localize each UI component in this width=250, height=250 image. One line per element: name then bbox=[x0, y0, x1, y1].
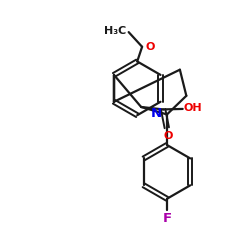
Text: O: O bbox=[145, 42, 154, 52]
Text: OH: OH bbox=[184, 104, 203, 114]
Text: O: O bbox=[163, 131, 173, 141]
Text: N: N bbox=[150, 107, 162, 120]
Text: F: F bbox=[162, 212, 172, 225]
Text: H₃C: H₃C bbox=[104, 26, 127, 36]
